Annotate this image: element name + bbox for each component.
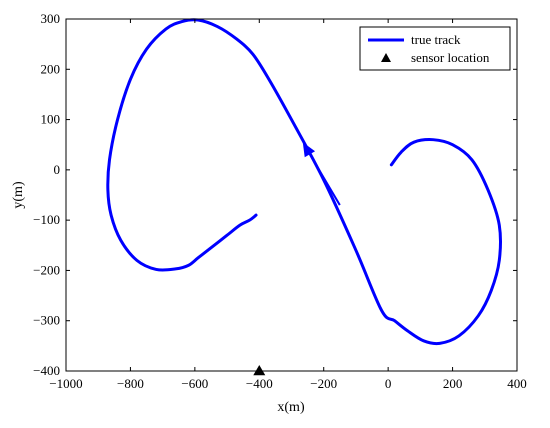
plot-layer — [106, 18, 502, 376]
tick-layer: −1000 −800 −600 −400 −200 0 200 400−400−300−200… — [33, 11, 527, 391]
x-axis-label: x(m) — [277, 400, 305, 415]
x-tick-label: −800 — [117, 376, 144, 391]
plot-frame — [65, 18, 518, 372]
legend-box — [359, 26, 511, 71]
series-line-true-track — [106, 18, 502, 346]
direction-arrow-head — [302, 142, 316, 158]
x-tick-label: 400 — [507, 376, 527, 391]
y-tick-label: −400 — [33, 363, 60, 378]
y-tick-label: 100 — [41, 112, 61, 127]
y-axis-label: y(m) — [11, 181, 26, 209]
legend-label-sensor-location: sensor location — [411, 50, 490, 65]
x-tick-label: 200 — [443, 376, 463, 391]
legend-label-true-track: true track — [411, 32, 461, 47]
y-tick-label: −200 — [33, 262, 60, 277]
y-tick-label: 0 — [54, 162, 61, 177]
x-tick-label: 0 — [385, 376, 392, 391]
legend-marker-sensor — [381, 53, 391, 62]
y-tick-label: 300 — [41, 11, 61, 26]
x-tick-label: −1000 — [49, 376, 82, 391]
y-tick-label: −100 — [33, 212, 60, 227]
x-tick-label: −200 — [310, 376, 337, 391]
x-tick-label: −600 — [181, 376, 208, 391]
y-tick-label: −300 — [33, 313, 60, 328]
x-tick-label: −400 — [246, 376, 273, 391]
y-tick-label: 200 — [41, 61, 61, 76]
legend: true track sensor location — [359, 26, 511, 71]
direction-arrow-shaft — [309, 153, 341, 206]
